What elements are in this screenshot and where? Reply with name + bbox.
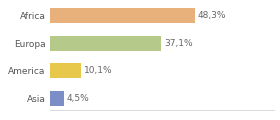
Bar <box>50 36 161 51</box>
Text: 10,1%: 10,1% <box>83 66 112 75</box>
Text: 48,3%: 48,3% <box>198 12 226 21</box>
Text: 4,5%: 4,5% <box>67 93 90 102</box>
Bar <box>50 63 81 78</box>
Bar <box>50 90 64 106</box>
Text: 37,1%: 37,1% <box>164 39 193 48</box>
Bar <box>50 8 195 24</box>
